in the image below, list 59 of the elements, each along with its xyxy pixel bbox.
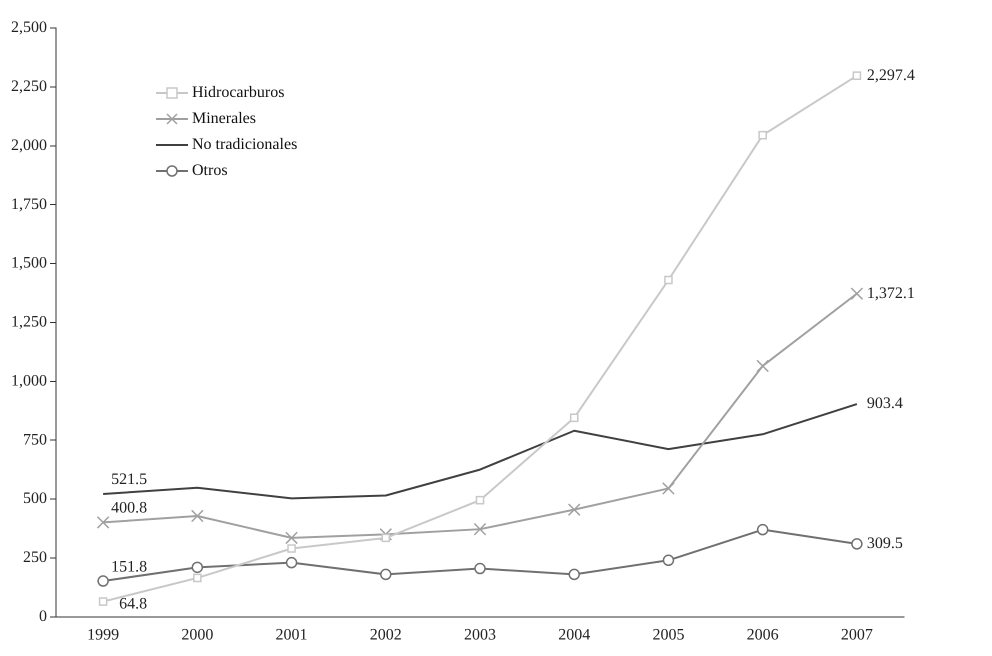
point xyxy=(756,524,768,536)
point xyxy=(568,503,581,516)
point xyxy=(476,496,484,505)
legend-label: Minerales xyxy=(192,110,256,128)
point xyxy=(192,562,204,574)
point xyxy=(193,574,202,582)
point xyxy=(287,544,296,553)
point xyxy=(664,276,673,284)
point xyxy=(568,568,580,580)
data-label: 521.5 xyxy=(111,471,148,488)
x-tick-label: 2003 xyxy=(464,626,496,644)
y-tick-label: 500 xyxy=(23,490,47,508)
point xyxy=(286,556,298,568)
data-label: 309.5 xyxy=(866,535,903,552)
x-tick-label: 2002 xyxy=(370,626,402,644)
y-tick-label: 750 xyxy=(23,431,47,448)
x-tick-label: 2000 xyxy=(181,626,214,644)
point xyxy=(285,531,298,544)
data-label: 903.4 xyxy=(866,395,903,412)
x-tick-label: 2007 xyxy=(840,626,873,644)
y-tick-label: 2,250 xyxy=(11,78,47,96)
point xyxy=(851,538,863,550)
data-label: 2,297.4 xyxy=(866,66,915,84)
y-tick-label: 1,750 xyxy=(11,196,47,213)
x-tick-label: 2001 xyxy=(276,626,308,644)
data-label: 400.8 xyxy=(111,500,148,517)
point xyxy=(662,482,675,495)
data-label: 64.8 xyxy=(119,596,148,613)
y-tick-label: 1,250 xyxy=(11,314,47,331)
point xyxy=(379,528,392,541)
point xyxy=(662,554,674,566)
y-tick-label: 0 xyxy=(39,608,47,626)
data-label: 151.8 xyxy=(111,558,148,576)
point xyxy=(852,71,862,80)
point xyxy=(190,510,204,522)
y-tick-label: 1,000 xyxy=(11,372,47,390)
x-tick-label: 2005 xyxy=(652,626,684,644)
legend-label: Hidrocarburos xyxy=(192,84,284,102)
y-tick-label: 2,000 xyxy=(11,136,47,154)
x-tick-label: 2004 xyxy=(558,626,590,644)
point xyxy=(97,575,109,587)
point xyxy=(850,287,864,300)
legend-label: Otros xyxy=(192,162,228,180)
point xyxy=(756,360,770,372)
y-tick-label: 1,500 xyxy=(11,254,47,272)
point xyxy=(96,516,110,529)
y-tick-label: 2,500 xyxy=(11,19,47,36)
point xyxy=(381,534,390,542)
point xyxy=(758,130,767,140)
x-tick-label: 2006 xyxy=(746,626,779,644)
x-tick-label: 1999 xyxy=(87,626,120,644)
data-label: 1,372.1 xyxy=(866,284,915,302)
point xyxy=(474,562,486,574)
y-tick-label: 250 xyxy=(23,549,47,566)
point xyxy=(380,568,392,580)
point xyxy=(98,597,108,606)
legend-label: No tradicionales xyxy=(192,136,298,154)
point xyxy=(570,414,579,422)
point xyxy=(474,522,486,536)
